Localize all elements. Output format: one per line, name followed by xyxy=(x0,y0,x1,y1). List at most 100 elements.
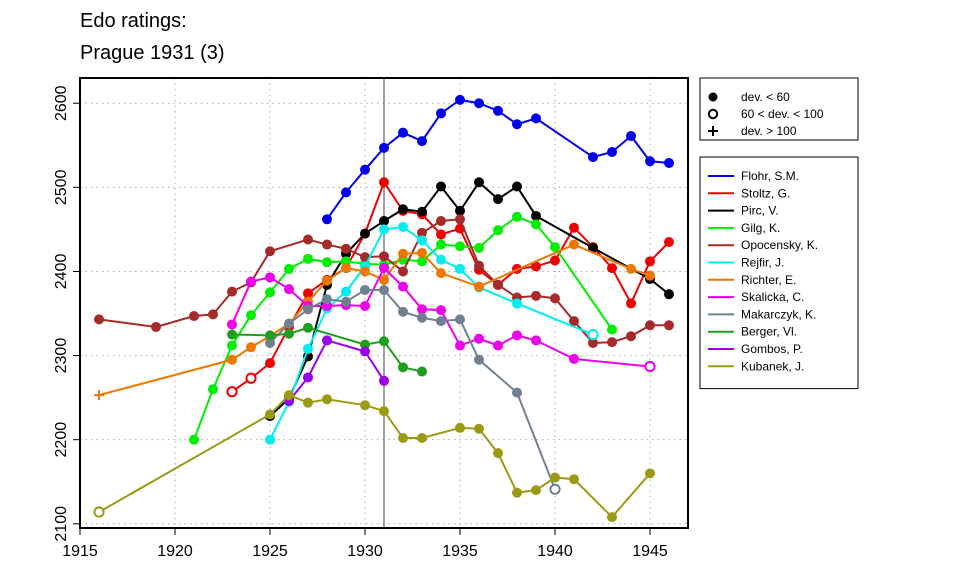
data-point xyxy=(569,316,579,327)
data-point xyxy=(531,113,541,124)
data-point xyxy=(607,324,617,335)
y-tick-label: 2400 xyxy=(53,254,70,290)
data-point xyxy=(208,309,218,320)
data-point xyxy=(303,372,313,383)
data-point xyxy=(455,422,465,433)
data-point xyxy=(379,406,389,417)
data-point xyxy=(588,152,598,163)
data-point xyxy=(493,105,503,116)
data-point xyxy=(265,246,275,257)
data-point xyxy=(645,320,655,331)
legend-label: Flohr, S.M. xyxy=(741,169,799,183)
y-tick-label: 2500 xyxy=(53,169,70,205)
chart-title-line-1: Edo ratings: xyxy=(80,10,187,32)
series-line xyxy=(269,288,556,490)
data-point xyxy=(417,206,427,217)
data-point xyxy=(455,263,465,274)
data-point xyxy=(265,434,275,445)
data-point xyxy=(436,239,446,250)
data-point xyxy=(227,319,237,330)
data-point xyxy=(189,311,199,322)
data-point xyxy=(644,360,656,373)
data-point xyxy=(398,266,408,277)
deviation-legend-label: dev. < 60 xyxy=(741,90,790,104)
data-point xyxy=(550,293,560,304)
data-point xyxy=(417,433,427,443)
data-point xyxy=(474,423,484,434)
data-point xyxy=(664,289,674,300)
data-point xyxy=(379,284,389,295)
data-point xyxy=(512,298,522,309)
data-point xyxy=(512,181,522,192)
data-point xyxy=(455,314,465,325)
data-point xyxy=(664,157,674,168)
data-point xyxy=(398,306,408,317)
deviation-legend-box xyxy=(699,77,859,141)
data-point xyxy=(512,387,522,398)
data-point xyxy=(398,362,408,373)
series-line xyxy=(98,393,651,519)
data-point xyxy=(265,287,275,298)
series-3 xyxy=(189,211,617,445)
series-1 xyxy=(226,177,674,398)
x-tick-label: 1920 xyxy=(157,543,193,560)
data-point xyxy=(341,187,351,198)
legend-label: Opocensky, K. xyxy=(741,238,818,252)
data-point xyxy=(417,256,427,267)
legend-label: Rejfir, J. xyxy=(741,256,784,270)
data-point xyxy=(322,394,332,405)
x-tick-label: 1930 xyxy=(347,543,383,560)
data-point xyxy=(417,136,427,147)
data-point xyxy=(189,434,199,445)
series-legend: Flohr, S.M. Stoltz, G. Pirc, V. Gilg, K. Opo… xyxy=(699,156,859,390)
data-point xyxy=(588,242,598,253)
legend-label: Skalicka, C. xyxy=(741,290,804,304)
data-point xyxy=(227,340,237,351)
legend-label: Stoltz, G. xyxy=(741,186,790,200)
data-point xyxy=(303,322,313,333)
data-point xyxy=(645,156,655,167)
data-point xyxy=(379,336,389,347)
data-point xyxy=(417,366,427,377)
data-point xyxy=(455,214,465,225)
series-line xyxy=(231,326,423,373)
data-point xyxy=(398,248,408,259)
data-point xyxy=(360,266,370,277)
data-point xyxy=(245,372,257,384)
y-tick-label: 2300 xyxy=(53,338,70,374)
data-point xyxy=(322,257,332,268)
data-point xyxy=(379,263,389,274)
data-point xyxy=(436,181,446,192)
data-point xyxy=(246,310,256,321)
y-tick-label: 2100 xyxy=(53,506,70,542)
data-point xyxy=(227,354,237,365)
series-8 xyxy=(265,284,561,495)
data-point xyxy=(455,241,465,252)
data-point xyxy=(284,328,294,339)
data-point xyxy=(436,316,446,327)
legend-label: Makarczyk, K. xyxy=(741,307,816,321)
data-point xyxy=(550,255,560,266)
data-point xyxy=(626,131,636,142)
x-tick-label: 1935 xyxy=(442,543,478,560)
data-point xyxy=(607,147,617,158)
data-point xyxy=(455,340,465,351)
data-point xyxy=(303,304,313,315)
data-point xyxy=(474,333,484,344)
x-tick-label: 1915 xyxy=(62,543,98,560)
data-point xyxy=(474,281,484,292)
series-layer xyxy=(93,94,674,523)
data-point xyxy=(531,290,541,301)
chart-title-line-2: Prague 1931 (3) xyxy=(80,42,225,64)
data-point xyxy=(398,433,408,443)
data-point xyxy=(303,253,313,264)
deviation-legend-label: dev. > 100 xyxy=(741,124,797,138)
data-point xyxy=(455,205,465,216)
data-point xyxy=(360,228,370,239)
data-point xyxy=(569,474,579,485)
legend-label: Berger, Vl. xyxy=(741,325,797,339)
data-point xyxy=(341,286,351,297)
deviation-legend: dev. < 60 60 < dev. < 100 dev. > 100 xyxy=(699,77,859,141)
data-point xyxy=(512,487,522,498)
